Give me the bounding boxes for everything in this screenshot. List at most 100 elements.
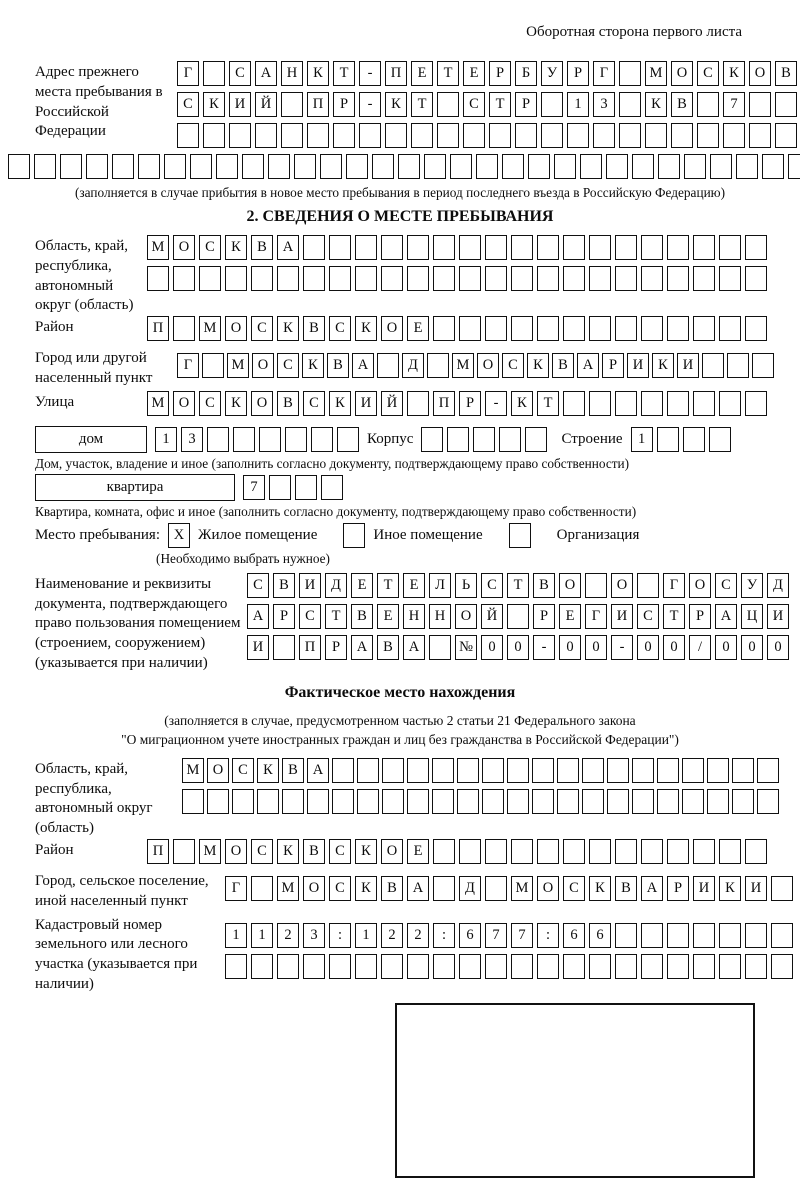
char-box[interactable]: К [527,353,549,379]
char-box[interactable] [693,235,715,260]
char-box[interactable]: О [173,235,195,260]
char-box[interactable] [667,316,689,342]
char-box[interactable] [656,426,679,452]
char-box[interactable] [377,353,399,379]
char-box[interactable] [86,154,108,179]
char-box[interactable] [745,954,767,980]
char-box[interactable] [281,123,303,148]
char-box[interactable]: И [611,603,633,629]
char-box[interactable]: Е [403,572,425,598]
char-box[interactable]: Ц [741,603,763,629]
char-box[interactable]: И [299,572,321,598]
char-box[interactable]: В [282,757,304,783]
char-box[interactable] [508,522,531,548]
char-box[interactable]: С [299,603,321,629]
char-box[interactable] [719,390,741,416]
char-box[interactable] [432,788,454,814]
other-premises-checkbox[interactable] [343,522,366,548]
char-box[interactable]: К [257,757,279,783]
char-box[interactable] [563,390,585,416]
char-box[interactable] [749,123,771,148]
char-box[interactable]: А [352,353,374,379]
char-box[interactable]: М [147,390,169,416]
char-box[interactable] [225,954,247,980]
char-box[interactable] [641,235,663,260]
char-box[interactable] [232,788,254,814]
char-box[interactable] [190,154,212,179]
char-box[interactable] [563,316,585,342]
char-box[interactable] [357,757,379,783]
char-box[interactable]: С [303,390,325,416]
char-box[interactable] [372,154,394,179]
char-box[interactable]: - [359,61,381,86]
char-box[interactable]: 1 [251,923,273,949]
char-box[interactable]: 7 [485,923,507,949]
char-box[interactable] [667,235,689,260]
char-box[interactable] [407,390,429,416]
char-box[interactable] [476,154,498,179]
char-box[interactable]: Р [667,876,689,902]
char-box[interactable] [329,266,351,291]
residential-checkbox[interactable]: X [168,522,190,548]
char-box[interactable]: В [251,235,273,260]
char-box[interactable]: О [455,603,477,629]
char-box[interactable]: Г [593,61,615,86]
char-box[interactable] [60,154,82,179]
char-box[interactable]: А [715,603,737,629]
char-box[interactable] [707,788,729,814]
char-box[interactable] [216,154,238,179]
char-box[interactable] [637,572,659,598]
char-box[interactable]: И [247,634,269,660]
char-box[interactable] [485,876,507,902]
char-box[interactable]: Е [407,839,429,865]
char-box[interactable] [447,426,470,452]
char-box[interactable] [589,266,611,291]
char-box[interactable]: 2 [381,923,403,949]
char-box[interactable] [615,235,637,260]
char-box[interactable]: 0 [559,634,581,660]
char-box[interactable]: В [377,634,399,660]
char-box[interactable]: С [329,876,351,902]
char-box[interactable] [641,390,663,416]
char-box[interactable]: Е [351,572,373,598]
char-box[interactable]: Т [411,92,433,117]
char-box[interactable]: : [433,923,455,949]
char-box[interactable] [147,266,169,291]
char-box[interactable]: К [277,839,299,865]
char-box[interactable] [381,954,403,980]
char-box[interactable]: К [652,353,674,379]
char-box[interactable] [684,154,706,179]
char-box[interactable] [757,757,779,783]
char-box[interactable]: В [273,572,295,598]
char-box[interactable]: В [615,876,637,902]
char-box[interactable] [682,426,705,452]
char-box[interactable]: О [611,572,633,598]
char-box[interactable] [511,266,533,291]
char-box[interactable]: Е [559,603,581,629]
char-box[interactable] [8,154,30,179]
char-box[interactable] [693,839,715,865]
char-box[interactable] [619,92,641,117]
char-box[interactable] [473,426,496,452]
char-box[interactable]: О [251,390,273,416]
char-box[interactable]: X [168,522,190,548]
char-box[interactable]: М [452,353,474,379]
char-box[interactable]: С [177,92,199,117]
char-box[interactable]: В [671,92,693,117]
char-box[interactable] [607,757,629,783]
char-box[interactable]: Г [177,353,199,379]
char-box[interactable] [619,61,641,86]
char-box[interactable] [582,757,604,783]
char-box[interactable] [567,123,589,148]
char-box[interactable]: Н [281,61,303,86]
char-box[interactable] [557,757,579,783]
char-box[interactable] [667,954,689,980]
char-box[interactable]: М [277,876,299,902]
char-box[interactable]: Й [255,92,277,117]
char-box[interactable] [459,316,481,342]
char-box[interactable] [537,266,559,291]
char-box[interactable]: Л [429,572,451,598]
char-box[interactable]: Т [489,92,511,117]
char-box[interactable]: С [481,572,503,598]
char-box[interactable]: В [303,839,325,865]
